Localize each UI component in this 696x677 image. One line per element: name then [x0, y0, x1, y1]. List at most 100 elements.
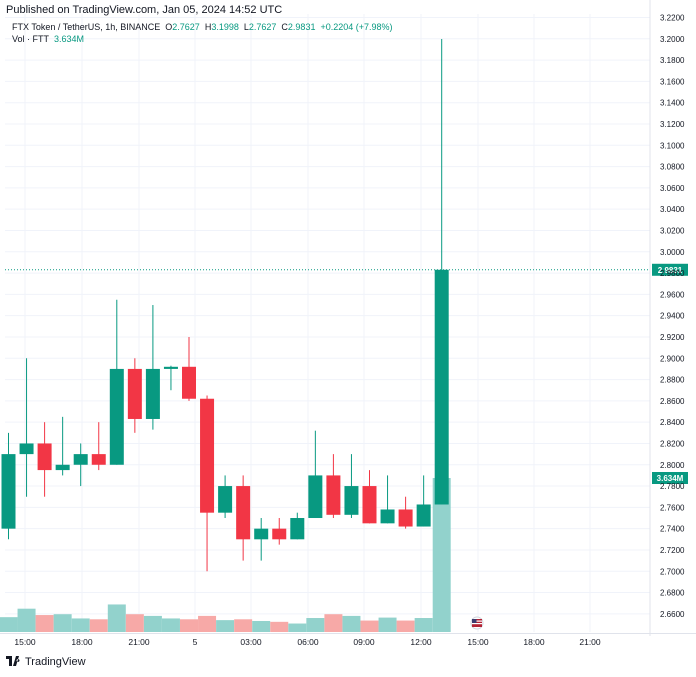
legend-low-label: L: [243, 22, 249, 32]
candle-body: [55, 464, 70, 471]
candle-body: [145, 368, 160, 419]
candle: [254, 518, 269, 561]
us-flag-icon[interactable]: [470, 616, 484, 630]
candle: [37, 422, 52, 497]
x-tick-label: 09:00: [353, 637, 375, 647]
price-axis[interactable]: 3.2200 3.2000 3.1800 3.1600 3.1400 3.1200 3.10…: [660, 14, 685, 619]
volume-bar: [143, 615, 162, 632]
legend-symbol[interactable]: FTX Token / TetherUS, 1h, BINANCE: [12, 22, 161, 32]
candles: [1, 39, 449, 572]
candle-body: [19, 443, 34, 455]
candle: [308, 430, 323, 519]
candle-body: [109, 368, 124, 465]
published-caption: Published on TradingView.com, Jan 05, 20…: [6, 4, 283, 16]
candle-body: [127, 368, 142, 419]
y-tick-label: 2.7000: [660, 567, 685, 576]
candle-body: [344, 486, 359, 515]
candle: [326, 454, 341, 519]
volume-bar: [125, 614, 144, 632]
y-tick-label: 2.8400: [660, 418, 685, 427]
volume-bar: [35, 615, 54, 632]
candle: [1, 432, 16, 540]
candle-body: [37, 443, 52, 471]
last-price-tag: 2.9831: [652, 263, 688, 276]
legend-row-price: FTX Token / TetherUS, 1h, BINANCE O2.762…: [12, 21, 393, 33]
footer-brand[interactable]: TradingView: [6, 655, 86, 669]
flag-white-stripe: [472, 620, 482, 622]
grid: [0, 0, 696, 636]
y-tick-label: 2.7600: [660, 503, 685, 512]
time-axis[interactable]: 15:00 18:00 21:00 5 03:00 06:00 09:00 12:00 15:0…: [14, 637, 601, 647]
y-tick-label: 3.1200: [660, 120, 685, 129]
y-tick-label: 3.2200: [660, 14, 685, 23]
candle: [272, 518, 287, 545]
volume-bar: [180, 619, 198, 632]
candle-body: [272, 528, 287, 540]
candle: [434, 39, 449, 505]
legend-volume-label[interactable]: Vol · FTT: [12, 34, 50, 44]
y-tick-label: 2.9400: [660, 312, 685, 321]
x-tick-label: 18:00: [71, 637, 93, 647]
candle-body: [416, 504, 431, 527]
candle-body: [73, 454, 88, 465]
volume-bar: [432, 478, 451, 632]
y-tick-label: 2.9800: [660, 269, 685, 278]
candle: [236, 475, 251, 561]
y-tick-label: 3.0600: [660, 184, 685, 193]
candle: [19, 358, 34, 497]
legend-close-label: C: [281, 22, 288, 32]
legend-high-label: H: [204, 22, 212, 32]
tradingview-logo-icon: [6, 655, 22, 669]
y-tick-label: 2.7200: [660, 546, 685, 555]
volume-bar: [414, 618, 433, 632]
y-tick-label: 2.8800: [660, 376, 685, 385]
candle: [290, 512, 305, 540]
volume-bar: [288, 623, 307, 632]
y-tick-label: 2.7800: [660, 482, 685, 491]
candle-body: [200, 398, 215, 513]
candle-body: [91, 454, 106, 465]
candle-body: [434, 269, 449, 505]
volume-bar: [107, 604, 126, 632]
legend-change: +0.2204 (+7.98%): [320, 22, 393, 32]
candle: [145, 305, 160, 430]
y-tick-label: 3.1000: [660, 141, 685, 150]
volume-bars: [0, 478, 451, 632]
volume-bar: [89, 619, 108, 632]
y-tick-label: 2.8000: [660, 461, 685, 470]
overlays: 2.9831 3.634M: [5, 263, 688, 630]
candle: [182, 336, 196, 401]
last-volume-tag: 3.634M: [652, 472, 688, 484]
candle: [127, 358, 142, 433]
y-tick-label: 3.0400: [660, 205, 685, 214]
volume-bar: [396, 620, 415, 632]
y-tick-label: 2.9200: [660, 333, 685, 342]
legend-close-value: 2.9831: [287, 22, 316, 32]
volume-bar: [0, 617, 18, 632]
candle: [91, 422, 106, 471]
legend-volume-value: 3.634M: [54, 34, 85, 44]
candle: [55, 416, 70, 476]
volume-bar: [161, 618, 180, 632]
volume-bar: [71, 618, 90, 632]
y-tick-label: 3.1800: [660, 56, 685, 65]
candle: [344, 454, 359, 519]
candle: [218, 475, 233, 519]
legend-row-volume: Vol · FTT 3.634M: [12, 33, 393, 45]
last-price-tag-label: 2.9831: [658, 266, 683, 275]
y-tick-label: 3.0800: [660, 163, 685, 172]
candle-body: [398, 509, 413, 527]
candle-body: [362, 486, 377, 524]
x-tick-label: 5: [193, 637, 198, 647]
volume-bar: [198, 615, 217, 632]
candle-body: [290, 518, 305, 540]
flag-canton: [472, 619, 477, 623]
y-tick-label: 2.6800: [660, 589, 685, 598]
candle-body: [326, 475, 341, 515]
candle: [109, 299, 124, 465]
candle: [398, 496, 413, 529]
volume-bar: [306, 618, 325, 632]
volume-bar: [378, 617, 397, 632]
